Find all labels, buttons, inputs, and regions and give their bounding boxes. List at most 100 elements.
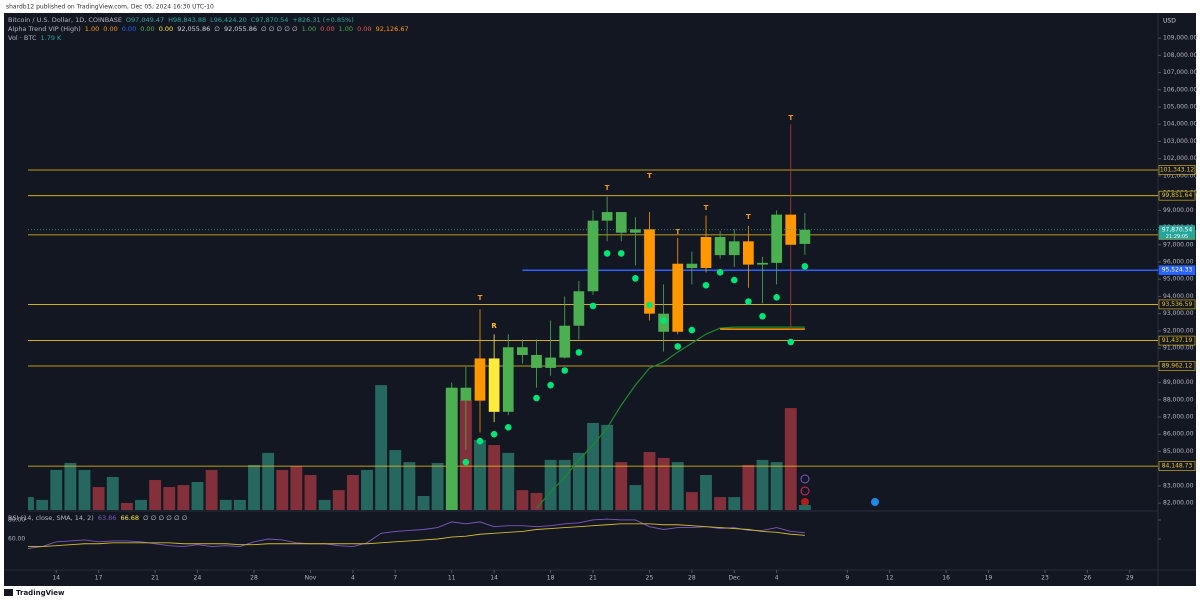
candle-body bbox=[757, 262, 768, 265]
volume-bar bbox=[474, 440, 486, 510]
legend-item: 0.00 bbox=[140, 25, 154, 33]
volume-bar bbox=[784, 408, 797, 510]
legend-item: H98,843.88 bbox=[168, 16, 206, 24]
level-tag bbox=[1158, 165, 1196, 175]
y-tick-label: 87,000.00 bbox=[1163, 414, 1194, 421]
trend-dot bbox=[476, 437, 484, 445]
level-label: 91,437.19 bbox=[1162, 337, 1193, 344]
volume-bar bbox=[219, 499, 232, 510]
candle-body bbox=[615, 212, 627, 233]
volume-bar bbox=[756, 459, 769, 510]
volume-bar bbox=[572, 452, 585, 510]
legend-item: 1.00 bbox=[339, 25, 353, 33]
trend-dot bbox=[801, 263, 809, 270]
legend-item: O97,049.47 bbox=[126, 16, 164, 24]
y-tick-label: 85,000.00 bbox=[1163, 448, 1194, 455]
x-tick-label: 29 bbox=[1126, 575, 1134, 582]
volume-bar bbox=[276, 469, 289, 510]
y-tick-label: 103,000.00 bbox=[1163, 138, 1198, 145]
trend-dot bbox=[561, 367, 569, 374]
trend-dot bbox=[716, 269, 724, 276]
level-label: 101,343.12 bbox=[1160, 166, 1195, 173]
y-tick-label: 95,000.00 bbox=[1163, 276, 1194, 283]
volume-bar bbox=[64, 462, 77, 510]
x-tick-label: 23 bbox=[1041, 575, 1049, 582]
volume-bar bbox=[742, 464, 755, 510]
annotation: T bbox=[788, 114, 793, 122]
level-tag bbox=[1158, 335, 1196, 346]
candle-body bbox=[488, 358, 500, 412]
x-tick-label: 14 bbox=[52, 575, 60, 582]
footer-logo bbox=[4, 589, 13, 596]
level-tag bbox=[1158, 361, 1196, 371]
y-tick-label: 82,000.00 bbox=[1163, 500, 1194, 507]
x-tick-label: 28 bbox=[250, 575, 258, 582]
x-tick-label: 24 bbox=[194, 575, 202, 582]
y-tick-label: 89,000.00 bbox=[1163, 379, 1194, 386]
level-tag bbox=[1158, 190, 1196, 201]
x-tick-label: 9 bbox=[845, 575, 849, 582]
candle-body bbox=[728, 241, 740, 256]
x-tick-label: 26 bbox=[1084, 575, 1092, 582]
candle-body bbox=[559, 325, 571, 358]
y-tick-label: 94,000.00 bbox=[1163, 293, 1194, 300]
trend-dot bbox=[603, 250, 611, 257]
volume-bar bbox=[728, 497, 741, 510]
volume-bar bbox=[488, 445, 501, 510]
legend: RSI (14, close, SMA, 14, 2) 63.86 66.68 ∅ ∅… bbox=[8, 514, 187, 522]
volume-bar bbox=[459, 399, 472, 510]
legend-item: ∅ ∅ ∅ ∅ ∅ bbox=[261, 25, 298, 33]
volume-bar bbox=[516, 490, 529, 510]
trend-dot bbox=[660, 317, 667, 324]
legend: Bitcoin / U.S. Dollar, 1D, COINBASE O97,0… bbox=[8, 16, 354, 24]
trend-dot bbox=[490, 430, 498, 438]
volume-bar bbox=[78, 469, 91, 510]
candle-body bbox=[587, 220, 599, 292]
level-tag bbox=[1158, 299, 1196, 310]
candle-body bbox=[672, 263, 684, 332]
volume-bar bbox=[50, 469, 63, 510]
legend-item: 92,126.67 bbox=[376, 25, 409, 33]
trend-dot bbox=[646, 301, 653, 309]
x-tick-label: 21 bbox=[589, 575, 597, 582]
x-tick-label: 7 bbox=[393, 575, 397, 582]
volume-bar bbox=[530, 492, 543, 510]
volume-bar bbox=[671, 462, 684, 510]
volume-bar bbox=[431, 462, 444, 510]
trend-dot bbox=[688, 326, 696, 334]
candle-body bbox=[630, 229, 641, 233]
volume-bar bbox=[332, 490, 345, 510]
legend-item: Alpha Trend VIP (High) bbox=[8, 25, 81, 33]
trend-dot bbox=[504, 424, 512, 431]
volume-bar bbox=[502, 452, 515, 510]
volume-bar bbox=[643, 452, 656, 510]
legend-item: Vol · BTC bbox=[8, 34, 37, 42]
trend-dot bbox=[589, 302, 597, 310]
trend-dot bbox=[547, 381, 554, 389]
volume-bar bbox=[135, 499, 147, 510]
x-tick-label: 28 bbox=[688, 575, 696, 582]
trend-dot bbox=[745, 298, 752, 305]
candle-body bbox=[700, 237, 712, 269]
annotation: T bbox=[478, 294, 483, 302]
x-tick-label: 18 bbox=[547, 575, 555, 582]
x-tick-label: 11 bbox=[448, 575, 456, 582]
trend-dot bbox=[617, 250, 625, 257]
candle-body bbox=[799, 229, 811, 244]
current-price-tag bbox=[1159, 225, 1195, 240]
volume-bar bbox=[120, 503, 133, 510]
legend-item: 1.00 bbox=[302, 25, 316, 33]
volume-bar bbox=[262, 452, 275, 510]
candle-body bbox=[743, 241, 754, 265]
main-pane: T R T T T T T T bbox=[28, 114, 1158, 510]
legend-item: 92,055.86 bbox=[177, 25, 210, 33]
legend-item: 0.00 bbox=[103, 25, 117, 33]
volume-bar bbox=[389, 450, 402, 510]
volume-bar bbox=[92, 487, 105, 510]
volume-bar bbox=[205, 469, 218, 510]
y-tick-label: 109,000.00 bbox=[1163, 35, 1198, 42]
legend-item: 0.00 bbox=[122, 25, 136, 33]
trend-dot bbox=[575, 349, 583, 356]
legend-item: Bitcoin / U.S. Dollar, 1D, COINBASE bbox=[8, 16, 122, 24]
volume-bar bbox=[615, 462, 628, 510]
